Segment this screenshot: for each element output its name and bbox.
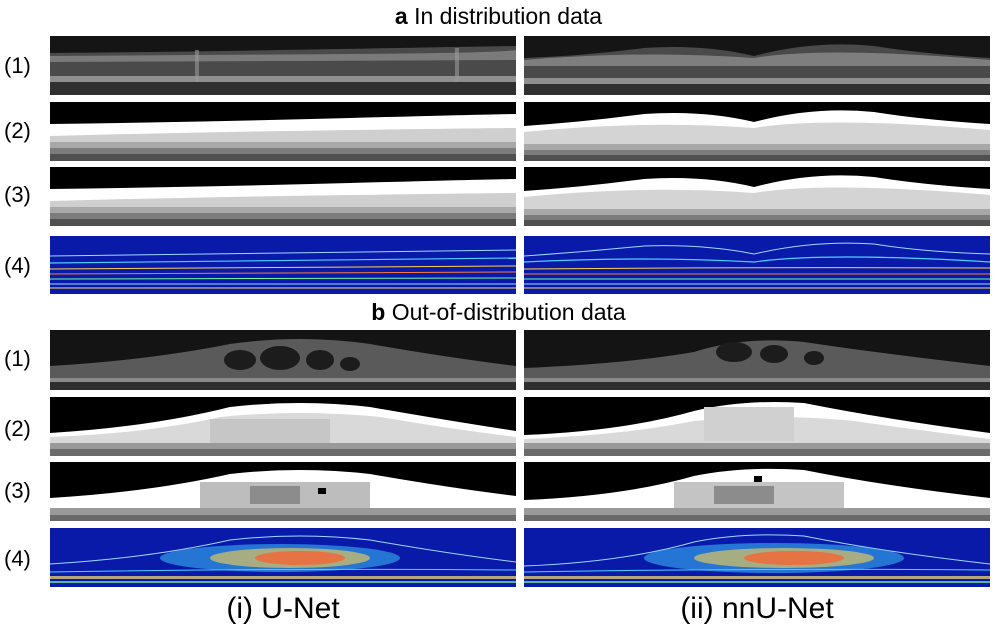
row-label-a3: (3) xyxy=(4,182,31,207)
row-label-b3: (3) xyxy=(4,478,31,503)
row-label-a2: (2) xyxy=(4,118,31,143)
uncertainty-map-a4-nnunet xyxy=(524,236,990,294)
section-b-text: Out-of-distribution data xyxy=(391,299,626,325)
uncertainty-map-a4-unet xyxy=(50,236,516,294)
row-label-a4: (4) xyxy=(4,253,31,278)
segmentation-a2-nnunet xyxy=(524,102,990,161)
row-label-b2: (2) xyxy=(4,416,31,441)
segmentation-b2-nnunet xyxy=(524,397,990,456)
segmentation-b3-unet xyxy=(50,462,516,521)
oct-image-a1-unet xyxy=(50,36,516,95)
section-a-title: a In distribution data xyxy=(0,2,997,30)
oct-image-b1-nnunet xyxy=(524,330,990,390)
row-label-b1: (1) xyxy=(4,346,31,371)
section-b-title: b Out-of-distribution data xyxy=(0,298,997,326)
segmentation-a3-nnunet xyxy=(524,167,990,226)
row-label-b4: (4) xyxy=(4,546,31,571)
column-label-unet: (i) U-Net xyxy=(226,592,340,625)
uncertainty-map-b4-nnunet xyxy=(524,528,990,587)
section-a-text: In distribution data xyxy=(414,3,603,29)
column-label-nnunet: (ii) nnU-Net xyxy=(680,592,834,625)
oct-image-a1-nnunet xyxy=(524,36,990,95)
segmentation-a2-unet xyxy=(50,102,516,161)
segmentation-b2-unet xyxy=(50,397,516,456)
uncertainty-map-b4-unet xyxy=(50,528,516,587)
section-a-letter: a xyxy=(394,3,408,29)
oct-image-b1-unet xyxy=(50,330,516,390)
segmentation-a3-unet xyxy=(50,167,516,226)
segmentation-b3-nnunet xyxy=(524,462,990,521)
row-label-a1: (1) xyxy=(4,53,31,78)
section-b-letter: b xyxy=(371,299,386,325)
